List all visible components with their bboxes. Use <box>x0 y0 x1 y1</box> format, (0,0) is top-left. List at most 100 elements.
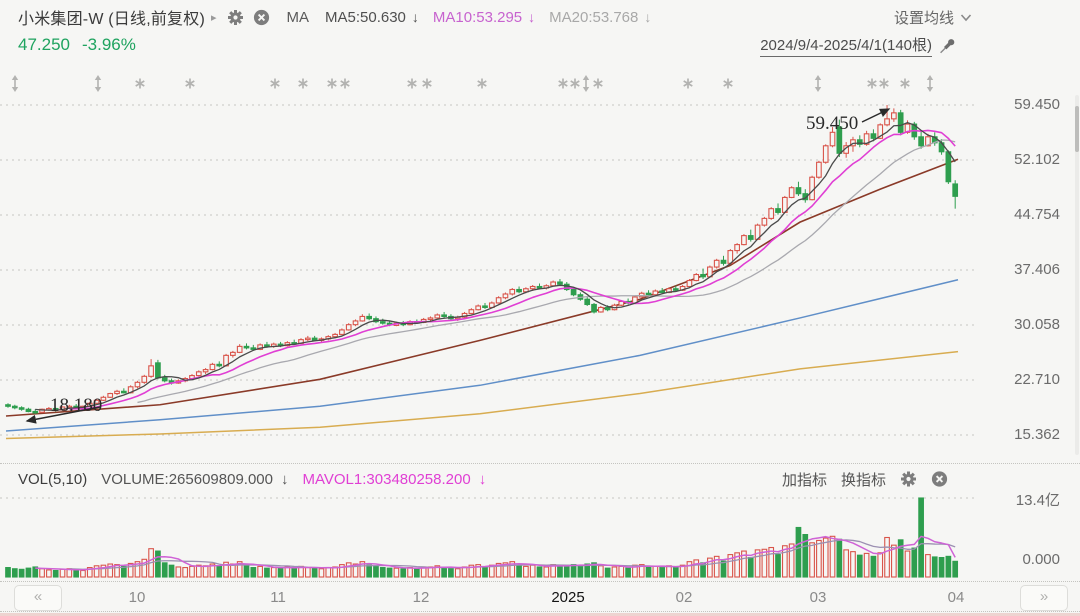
volume-bar <box>277 567 284 578</box>
volume-bar <box>195 564 202 578</box>
price-summary-row: 47.250 -3.96% 2024/9/4-2025/4/1(140根) <box>0 32 1080 58</box>
updown-marker-icon <box>94 75 102 92</box>
volume-bar <box>18 568 25 578</box>
volume-bar <box>379 567 386 578</box>
candle <box>495 296 502 304</box>
volume-bar <box>816 539 822 578</box>
ma-readouts: MA5:50.630 ↓ MA10:53.295 ↓ MA20:53.768 ↓ <box>325 9 665 26</box>
event-marker-icon <box>879 78 889 89</box>
ma-settings-button[interactable]: 设置均线 <box>894 4 972 30</box>
candle <box>570 288 577 297</box>
candle <box>5 403 11 408</box>
candle <box>359 314 366 322</box>
expander-icon[interactable]: ▸ <box>210 11 217 24</box>
volume-bar <box>454 568 461 578</box>
volume-bar <box>611 566 618 578</box>
pin-icon[interactable] <box>938 36 958 56</box>
event-marker-icon <box>135 78 145 89</box>
volume-bar <box>32 566 39 578</box>
candle <box>25 407 32 413</box>
vol-indicator-label[interactable]: VOL(5,10) <box>18 470 88 488</box>
down-arrow-icon: ↓ <box>281 470 289 488</box>
main-candlestick-chart[interactable]: 59.450 18.180 <box>0 92 1080 464</box>
volume-bar <box>938 556 945 578</box>
volume-bar <box>741 550 747 578</box>
updown-marker-icon <box>926 75 934 92</box>
volume-bar <box>843 549 850 578</box>
volume-bar <box>373 565 379 578</box>
long-ma-line-brown <box>5 158 959 417</box>
close-icon[interactable] <box>931 471 948 488</box>
ma-settings-label: 设置均线 <box>893 9 954 27</box>
volume-bar <box>679 564 686 578</box>
volume-bar <box>570 564 577 578</box>
symbol-title[interactable]: 小米集团-W (日线,前复权) <box>18 11 205 28</box>
volume-bar <box>652 565 659 578</box>
price-axis-label: 52.102 <box>1014 150 1060 168</box>
down-arrow-icon: ↓ <box>644 8 652 25</box>
scrollbar-thumb[interactable] <box>1075 106 1079 152</box>
volume-bar <box>563 564 570 578</box>
volume-bar <box>59 568 66 578</box>
candle <box>202 368 209 375</box>
volume-bar <box>52 569 59 578</box>
volume-bar <box>264 567 270 578</box>
volume-bar <box>291 567 298 578</box>
gear-icon[interactable] <box>900 471 917 488</box>
volume-bar <box>618 565 625 578</box>
volume-bar <box>856 554 863 578</box>
change-percent: -3.96% <box>82 35 136 54</box>
close-icon[interactable] <box>253 9 270 26</box>
updown-marker-icon <box>814 75 822 92</box>
candle <box>304 335 311 342</box>
event-markers-strip <box>11 75 934 92</box>
switch-indicator-button[interactable]: 换指标 <box>840 471 886 489</box>
volume-bar <box>39 568 45 578</box>
scroll-left-button[interactable]: « <box>14 585 62 611</box>
volume-bar <box>931 556 938 578</box>
volume-bar <box>686 561 693 578</box>
candle <box>597 305 604 313</box>
time-axis-label: 02 <box>675 589 693 606</box>
volume-bar <box>468 564 475 578</box>
candle <box>700 268 706 280</box>
volume-bar <box>475 564 482 578</box>
volume-bar <box>870 555 877 578</box>
visible-range-link[interactable]: 2024/9/4-2025/4/1(140根) <box>760 34 932 57</box>
volume-bar <box>250 567 257 578</box>
volume-bar <box>168 564 175 578</box>
candle <box>638 291 645 298</box>
volume-bar <box>441 567 447 578</box>
candle <box>141 374 148 384</box>
candle <box>741 234 747 246</box>
volume-bar <box>897 539 904 578</box>
volume-bar <box>107 563 114 578</box>
candle <box>134 380 141 389</box>
chevron-down-icon <box>960 13 972 21</box>
candle <box>93 398 100 405</box>
candle <box>475 304 482 311</box>
volume-bar <box>659 567 666 578</box>
candle <box>584 296 591 306</box>
add-indicator-button[interactable]: 加指标 <box>781 471 827 489</box>
event-marker-icon <box>683 78 693 89</box>
candle <box>352 319 359 327</box>
scrollbar-track[interactable] <box>1075 95 1079 455</box>
candle <box>107 392 114 399</box>
volume-bar <box>904 550 911 578</box>
window-edge <box>0 613 1080 616</box>
scroll-right-button[interactable]: » <box>1020 585 1068 611</box>
volume-bar <box>672 566 679 578</box>
volume-bar <box>877 552 884 578</box>
volume-chart[interactable] <box>0 494 1080 580</box>
candle <box>155 359 161 380</box>
event-marker-icon <box>340 78 350 89</box>
candle <box>652 289 659 296</box>
high-annotation: 59.450 <box>806 113 858 134</box>
ma-group-label: MA <box>286 8 310 26</box>
axis-divider <box>0 581 1080 582</box>
volume-bar <box>311 567 318 578</box>
volume-bar <box>216 565 223 578</box>
gear-icon[interactable] <box>227 9 244 26</box>
candle <box>720 255 727 266</box>
